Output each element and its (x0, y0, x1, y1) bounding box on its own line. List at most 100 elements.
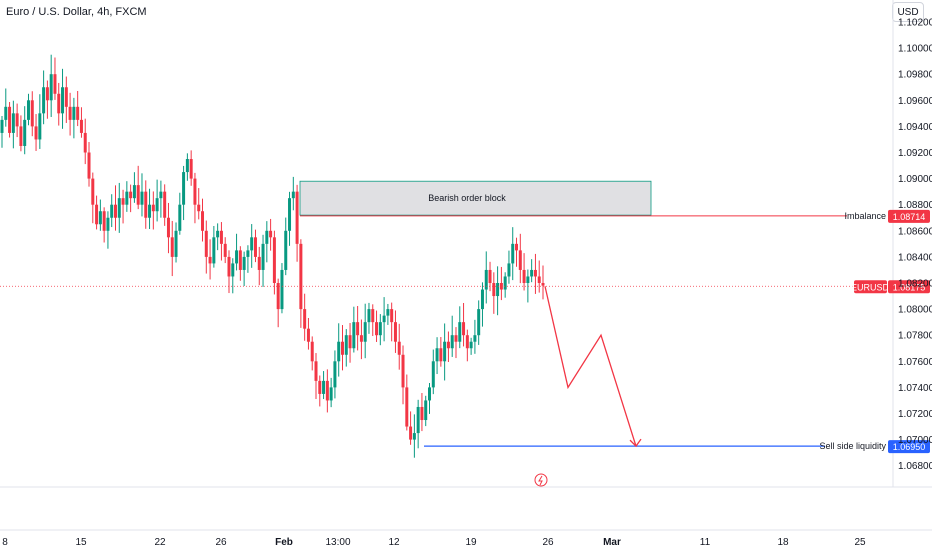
candle (318, 375, 322, 407)
candle-body (98, 211, 102, 225)
time-tick-label: 18 (777, 537, 789, 548)
candle-body (163, 191, 167, 218)
candle (72, 97, 76, 139)
candle-body (140, 191, 144, 205)
candle (306, 318, 310, 350)
candle (155, 179, 159, 222)
candle (541, 265, 545, 300)
candle-body (405, 387, 409, 427)
candle-body (125, 191, 129, 205)
time-tick-label: 15 (75, 537, 87, 548)
candle (38, 94, 42, 149)
candles (0, 54, 545, 458)
candle (367, 302, 371, 334)
candle (83, 118, 87, 165)
candle-body (242, 256, 246, 270)
candle-body (166, 217, 170, 238)
candle-body (439, 348, 443, 362)
candle-body (363, 322, 367, 342)
candle-body (0, 119, 4, 133)
candle-body (250, 237, 254, 251)
candle-body (450, 335, 454, 349)
candle (261, 234, 265, 287)
time-tick-label: Feb (275, 537, 293, 548)
candle (8, 102, 12, 138)
candle (91, 172, 95, 224)
candle-body (265, 230, 269, 244)
candle-body (129, 191, 133, 199)
candle (140, 173, 144, 217)
candle (435, 337, 439, 375)
candle (182, 165, 186, 221)
candle-body (68, 106, 72, 120)
candle-body (518, 250, 522, 270)
candle (276, 278, 280, 328)
candle (227, 250, 231, 294)
candle-body (148, 204, 152, 218)
candle-body (409, 426, 413, 440)
candle (348, 322, 352, 363)
candle-body (492, 283, 496, 297)
candle (219, 222, 223, 261)
candle-body (208, 256, 212, 264)
candle (488, 261, 492, 292)
candle (238, 246, 242, 281)
time-axis: 8 15 22 26 Feb 13:00 12 19 26 Mar 11 18 25 (2, 537, 866, 548)
candle-body (522, 269, 526, 283)
candle-body (170, 237, 174, 257)
candle-body (541, 283, 545, 286)
candle (87, 142, 91, 187)
candle (280, 263, 284, 314)
candle-body (57, 93, 61, 114)
candle (42, 70, 46, 125)
candle-body (359, 335, 363, 342)
projection-arrowhead (629, 438, 642, 448)
candle-body (306, 328, 310, 342)
price-tick-label: 1.09200 (898, 148, 932, 159)
candle-body (318, 380, 322, 394)
candle (420, 393, 424, 432)
last-price-label: 1.08175 (893, 282, 926, 292)
candle-body (231, 263, 235, 277)
candle (390, 302, 394, 342)
candle-body (79, 119, 83, 133)
candle-body (189, 159, 193, 179)
candle (110, 194, 114, 228)
candle-body (182, 172, 186, 205)
candle (117, 182, 121, 233)
candle (344, 329, 348, 367)
candle-body (435, 348, 439, 362)
candle-body (458, 322, 462, 342)
candle (337, 323, 341, 377)
candle-body (117, 198, 121, 218)
candle-body (401, 354, 405, 388)
candle-body (61, 87, 65, 114)
candle-body (235, 250, 239, 264)
candle (113, 185, 117, 231)
candle-body (288, 198, 292, 231)
candle (530, 259, 534, 283)
candle-body (246, 250, 250, 257)
candle-body (185, 159, 189, 173)
candle-body (64, 87, 68, 107)
candle (30, 91, 34, 137)
candle-body (113, 204, 117, 218)
price-tick-label: 1.09400 (898, 122, 932, 133)
candle-body (469, 341, 473, 349)
imbalance-price-tag (888, 209, 930, 223)
candle (193, 172, 197, 224)
candle (356, 306, 360, 351)
price-tick-label: 1.09800 (898, 70, 932, 81)
candle-body (155, 198, 159, 212)
imbalance-price-label: 1.08714 (893, 212, 926, 222)
candle-body (223, 243, 227, 257)
candle (537, 260, 541, 293)
candle (386, 303, 390, 325)
candle (159, 180, 163, 218)
candle (212, 225, 216, 268)
candle-body (507, 263, 511, 277)
price-tick-label: 1.10200 (898, 18, 932, 29)
candle-body (193, 178, 197, 205)
liquidity-label: Sell side liquidity (819, 441, 886, 451)
